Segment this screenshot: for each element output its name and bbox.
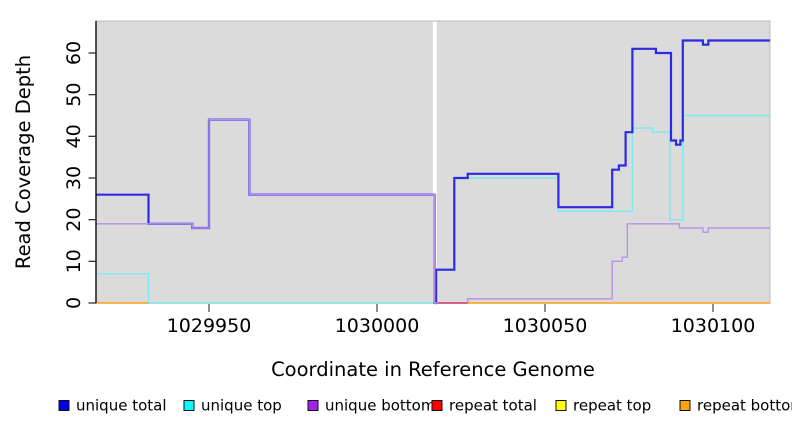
y-axis-label: Read Coverage Depth bbox=[12, 55, 35, 269]
series-line-unique-top bbox=[96, 114, 771, 304]
x-tick-label: 1030000 bbox=[335, 315, 420, 337]
x-tick-label: 1030050 bbox=[503, 315, 588, 337]
legend-swatch-repeat-bottom bbox=[679, 400, 691, 411]
legend-item-repeat-top bbox=[555, 400, 567, 411]
legend-item-repeat-total bbox=[431, 400, 443, 411]
legend-label-unique-bottom: unique bottom bbox=[325, 397, 435, 415]
x-tick-label: 1029950 bbox=[167, 315, 252, 337]
legend-item-unique-bottom bbox=[307, 400, 319, 411]
legend-label-repeat-top: repeat top bbox=[573, 397, 651, 415]
legend-item-unique-total bbox=[58, 400, 70, 411]
legend-item-unique-top bbox=[183, 400, 195, 411]
series-line-unique-bottom bbox=[96, 119, 771, 304]
legend-swatch-unique-total bbox=[58, 400, 70, 411]
y-tick-label: 10 bbox=[63, 249, 85, 273]
y-tick-label: 60 bbox=[63, 41, 85, 65]
legend-swatch-repeat-total bbox=[431, 400, 443, 411]
legend-label-unique-top: unique top bbox=[201, 397, 282, 415]
y-tick-label: 50 bbox=[63, 83, 85, 107]
legend-label-repeat-bottom: repeat bottom bbox=[697, 397, 792, 415]
y-tick-label: 30 bbox=[63, 166, 85, 190]
legend-swatch-unique-bottom bbox=[307, 400, 319, 411]
legend-swatch-unique-top bbox=[183, 400, 195, 411]
x-axis-label: Coordinate in Reference Genome bbox=[271, 358, 595, 381]
x-tick-label: 1030100 bbox=[671, 315, 756, 337]
coverage-gap bbox=[432, 21, 437, 303]
y-tick-label: 20 bbox=[63, 208, 85, 232]
legend-label-unique-total: unique total bbox=[76, 397, 167, 415]
legend-item-repeat-bottom bbox=[679, 400, 691, 411]
legend-label-repeat-total: repeat total bbox=[449, 397, 537, 415]
legend-swatch-repeat-top bbox=[555, 400, 567, 411]
y-tick-label: 40 bbox=[63, 124, 85, 148]
y-tick-label: 0 bbox=[63, 297, 85, 309]
